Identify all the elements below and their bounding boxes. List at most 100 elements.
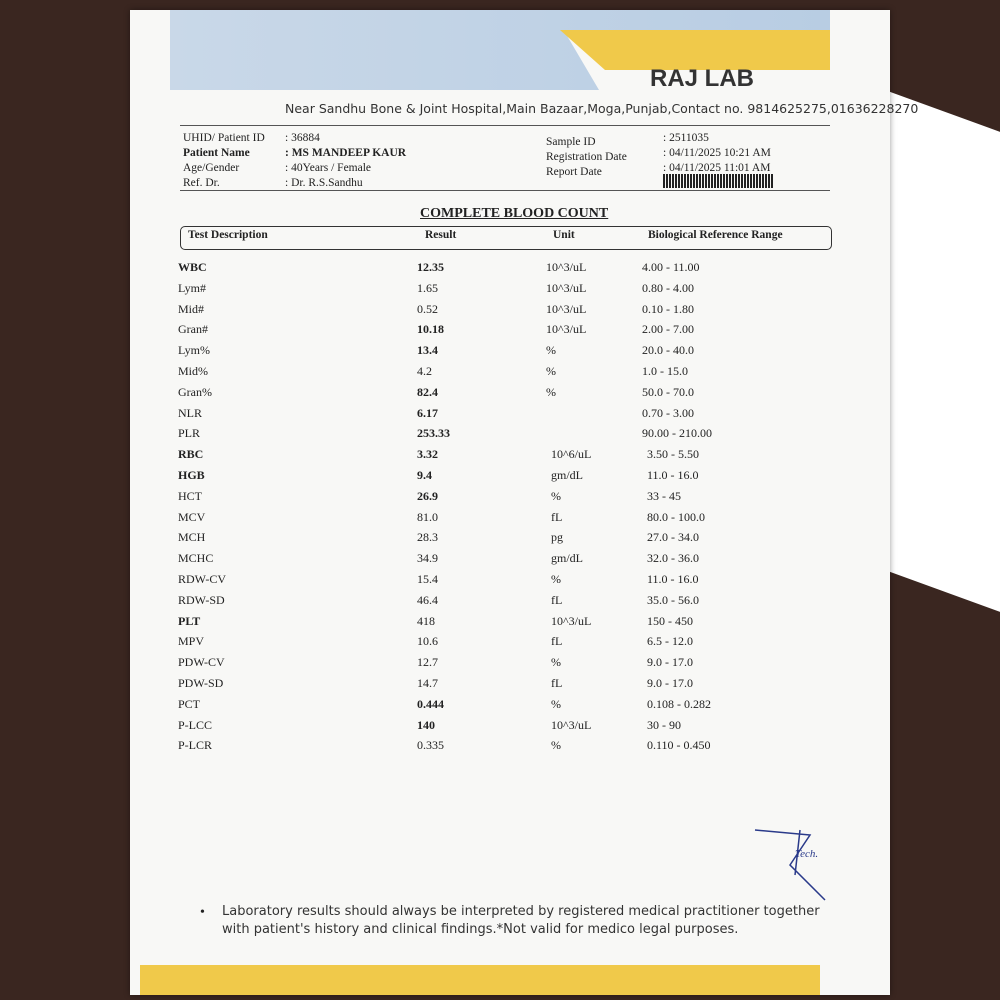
barcode-bar [756, 174, 758, 188]
barcode-bar [702, 174, 704, 188]
result: 253.33 [417, 426, 450, 441]
barcode-bar [726, 174, 728, 188]
reference-range: 1.0 - 15.0 [642, 364, 688, 378]
report-title: COMPLETE BLOOD COUNT [420, 206, 609, 221]
patient-label: Age/Gender [183, 162, 240, 174]
reference-range: 9.0 - 17.0 [647, 655, 693, 670]
table-header [180, 226, 832, 250]
unit: fL [551, 509, 563, 524]
unit: 10^3/uL [546, 301, 587, 316]
unit: % [551, 738, 561, 753]
test-name: HCT [178, 488, 202, 503]
column-header: Unit [553, 229, 575, 241]
bullet: • [200, 905, 205, 920]
test-name: RDW-CV [178, 572, 226, 586]
result: 28.3 [417, 530, 438, 545]
barcode-bar [753, 174, 755, 188]
reference-range: 150 - 450 [647, 613, 693, 628]
result: 10.18 [417, 322, 444, 337]
barcode-bar [705, 174, 707, 188]
test-name: MCV [178, 509, 206, 524]
unit: % [551, 488, 561, 503]
test-name: WBC [178, 260, 207, 274]
lab-address: Near Sandhu Bone & Joint Hospital,Main B… [285, 101, 919, 116]
barcode [663, 174, 773, 188]
unit: 10^3/uL [546, 260, 587, 274]
reference-range: 4.00 - 11.00 [642, 260, 700, 274]
barcode-bar [669, 174, 671, 188]
unit: % [546, 364, 556, 378]
lab-name: RAJ LAB [650, 65, 755, 92]
reference-range: 80.0 - 100.0 [647, 509, 705, 524]
result: 418 [417, 613, 435, 628]
footer-band [140, 965, 820, 995]
reference-range: 35.0 - 56.0 [647, 592, 699, 607]
result: 13.4 [417, 343, 438, 358]
test-name: Lym# [178, 280, 207, 295]
patient-label: Patient Name [183, 147, 250, 159]
test-name: Gran% [178, 384, 212, 399]
unit: 10^3/uL [551, 717, 592, 732]
barcode-bar [729, 174, 731, 188]
sample-value: : 04/11/2025 10:21 AM [663, 147, 771, 159]
result: 0.444 [417, 696, 444, 711]
rule [180, 190, 830, 191]
reference-range: 32.0 - 36.0 [647, 551, 699, 566]
result: 1.65 [417, 280, 438, 295]
barcode-bar [741, 174, 743, 188]
test-name: Gran# [178, 322, 208, 337]
barcode-bar [735, 174, 737, 188]
test-name: PLR [178, 426, 201, 441]
unit: % [551, 572, 561, 586]
reference-range: 9.0 - 17.0 [647, 676, 693, 690]
result: 0.52 [417, 301, 438, 316]
test-name: Mid# [178, 301, 205, 316]
patient-label: UHID/ Patient ID [183, 132, 265, 144]
reference-range: 0.80 - 4.00 [642, 280, 694, 295]
barcode-bar [747, 174, 749, 188]
barcode-bar [711, 174, 713, 188]
unit: 10^6/uL [551, 447, 592, 462]
unit: % [546, 343, 556, 358]
result: 4.2 [417, 364, 432, 378]
sample-value: : 04/11/2025 11:01 AM [663, 162, 771, 174]
test-name: Mid% [178, 364, 208, 378]
result: 9.4 [417, 468, 432, 482]
test-name: RDW-SD [178, 592, 225, 607]
unit: % [551, 655, 561, 670]
rule [180, 125, 830, 126]
barcode-bar [699, 174, 701, 188]
barcode-bar [666, 174, 668, 188]
result: 46.4 [417, 592, 438, 607]
barcode-bar [717, 174, 719, 188]
reference-range: 20.0 - 40.0 [642, 343, 694, 358]
test-name: NLR [178, 405, 202, 420]
unit: 10^3/uL [546, 322, 587, 337]
result: 15.4 [417, 572, 438, 586]
reference-range: 6.5 - 12.0 [647, 634, 693, 649]
barcode-bar [759, 174, 761, 188]
other-paper [880, 88, 1000, 612]
reference-range: 0.110 - 0.450 [647, 738, 711, 753]
reference-range: 0.70 - 3.00 [642, 405, 694, 420]
patient-value: : Dr. R.S.Sandhu [285, 177, 363, 189]
patient-label: Ref. Dr. [183, 177, 220, 189]
report-paper: RAJ LAB Near Sandhu Bone & Joint Hospita… [130, 10, 918, 995]
reference-range: 50.0 - 70.0 [642, 384, 694, 399]
barcode-bar [714, 174, 716, 188]
result: 26.9 [417, 488, 438, 503]
unit: gm/dL [551, 551, 583, 566]
result: 81.0 [417, 509, 438, 524]
unit: fL [551, 592, 563, 607]
sample-label: Sample ID [546, 136, 596, 148]
patient-value: : 40Years / Female [285, 162, 372, 174]
reference-range: 2.00 - 7.00 [642, 322, 694, 337]
test-name: PLT [178, 613, 201, 628]
unit: 10^3/uL [546, 280, 587, 295]
signature-mark [754, 829, 826, 901]
column-header: Biological Reference Range [648, 229, 783, 241]
barcode-bar [678, 174, 680, 188]
unit: gm/dL [551, 468, 583, 482]
barcode-bar [765, 174, 767, 188]
